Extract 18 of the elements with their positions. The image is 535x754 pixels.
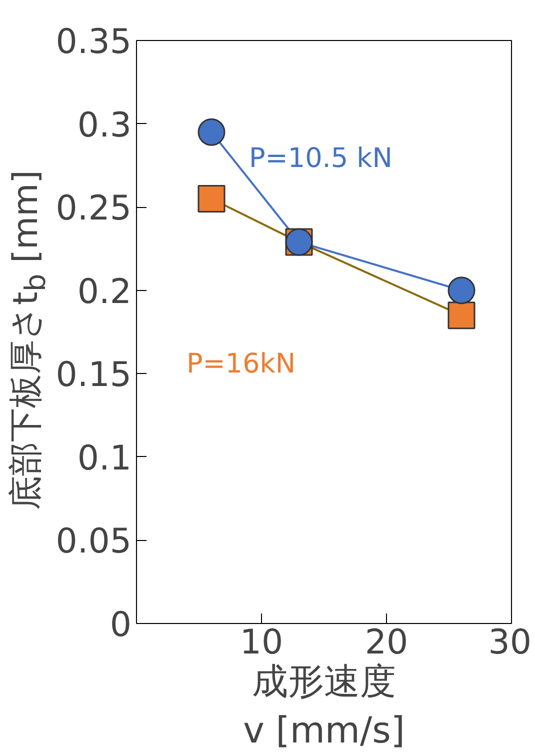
y-tick-label: 0.25	[56, 188, 132, 229]
text: P=16kN	[186, 348, 296, 380]
y-tick-label: 0.05	[56, 522, 132, 562]
series-label: P=10.5 kN	[249, 142, 392, 174]
point	[448, 276, 476, 304]
x-axis-title: 成形速度 v [mm/s]	[243, 662, 405, 752]
y-tick-label: 0.1	[77, 438, 132, 478]
x-tick-label: 20	[364, 622, 408, 662]
y-tick-label: 0	[110, 605, 132, 645]
y-tick-label: 0.3	[77, 105, 132, 146]
y-tick-label: 0.35	[56, 22, 132, 62]
y-tick-label: 0.2	[77, 272, 132, 312]
x-tick-label: 10	[240, 622, 284, 662]
y-tick-label: 0.15	[56, 355, 132, 396]
point	[198, 118, 226, 146]
x-tick-label: 30	[488, 622, 532, 662]
point	[448, 302, 476, 330]
point	[198, 184, 226, 212]
